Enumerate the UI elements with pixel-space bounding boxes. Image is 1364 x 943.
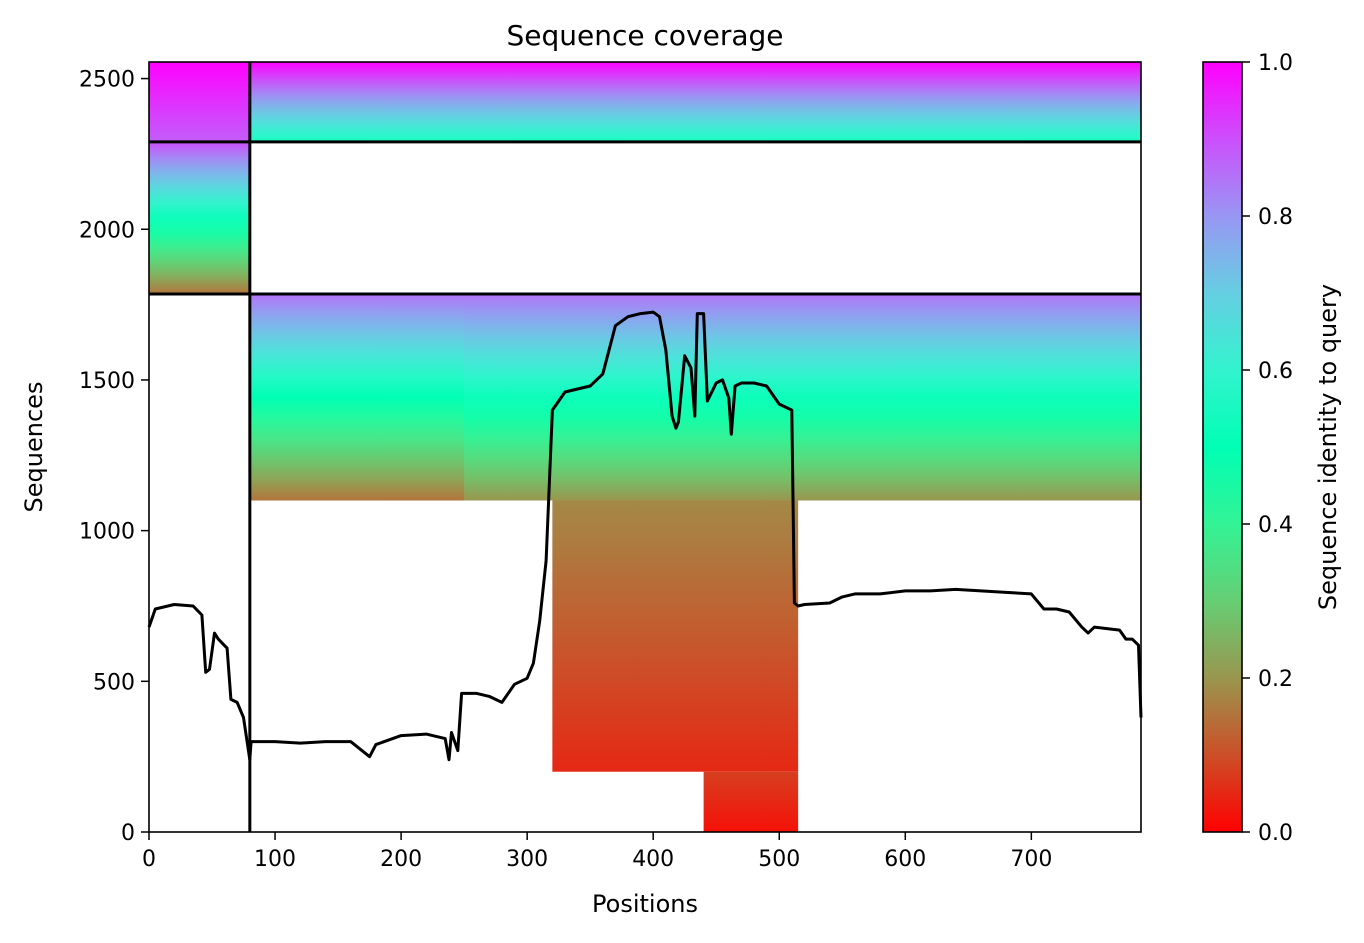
- msa-block-4: [464, 294, 1141, 501]
- x-tick-label: 300: [506, 847, 548, 872]
- coverage-line: [147, 310, 1143, 762]
- x-tick-label: 0: [142, 847, 156, 872]
- x-axis-label: Positions: [592, 890, 698, 918]
- y-tick-label: 1000: [79, 520, 135, 545]
- y-tick-label: 2500: [79, 68, 135, 93]
- colorbar-tick-label: 0.2: [1258, 667, 1293, 692]
- colorbar-tick-label: 0.6: [1258, 359, 1293, 384]
- x-tick-label: 600: [884, 847, 926, 872]
- msa-block-0: [149, 62, 250, 142]
- colorbar-tick-label: 0.4: [1258, 513, 1293, 538]
- x-tick-label: 700: [1010, 847, 1052, 872]
- msa-block-5: [552, 500, 799, 772]
- y-tick-label: 2000: [79, 218, 135, 243]
- msa-block-2: [149, 141, 250, 295]
- y-tick-label: 0: [121, 821, 135, 846]
- axes: 0 100 200 300 400 500 600 700 0 500 1000 1500 2000 25…: [79, 61, 1142, 872]
- colorbar-tick-label: 1.0: [1258, 51, 1293, 76]
- x-tick-label: 200: [380, 847, 422, 872]
- x-tick-label: 100: [254, 847, 296, 872]
- x-tick-label: 400: [632, 847, 674, 872]
- y-tick-label: 500: [93, 670, 135, 695]
- colorbar: 0.0 0.2 0.4 0.6 0.8 1.0: [1202, 51, 1293, 846]
- y-tick-label: 1500: [79, 369, 135, 394]
- msa-block-1: [249, 62, 1141, 142]
- msa-block-6: [703, 771, 799, 832]
- colorbar-gradient: [1202, 61, 1243, 833]
- y-axis-label: Sequences: [20, 382, 48, 513]
- colorbar-label: Sequence identity to query: [1314, 284, 1342, 610]
- plot-frame: [148, 61, 1142, 833]
- plot-area: [147, 62, 1143, 832]
- colorbar-tick-label: 0.0: [1258, 821, 1293, 846]
- chart-title: Sequence coverage: [506, 19, 783, 52]
- colorbar-tick-label: 0.8: [1258, 205, 1293, 230]
- x-tick-label: 500: [758, 847, 800, 872]
